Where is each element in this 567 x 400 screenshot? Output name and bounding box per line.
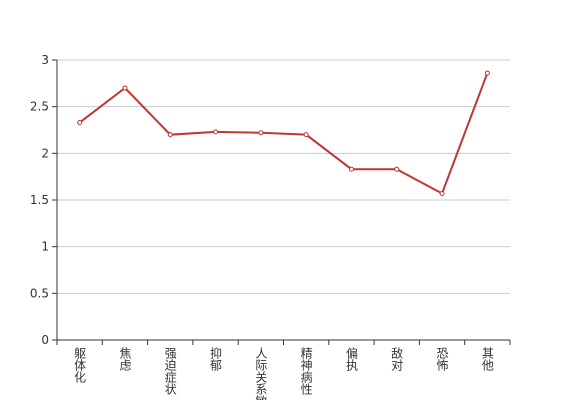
x-tick-label: 敌对	[390, 346, 404, 371]
x-tick-label: 抑郁	[209, 346, 223, 372]
point	[439, 190, 445, 196]
point	[303, 132, 309, 138]
point	[258, 130, 264, 136]
point	[122, 85, 128, 91]
point	[394, 166, 400, 172]
point	[213, 129, 219, 135]
x-tick-label: 其他	[480, 347, 494, 371]
y-tick-label: 3	[41, 53, 49, 67]
y-tick-label: 2.5	[30, 100, 49, 114]
y-tick-label: 2	[41, 146, 49, 160]
y-tick-label: 0.5	[30, 286, 49, 300]
point	[348, 166, 354, 172]
x-tick-label: 焦虑	[118, 347, 132, 371]
x-tick-label: 偏执	[344, 346, 358, 372]
x-tick-label: 躯体化	[73, 346, 87, 384]
x-tick-label: 恐怖	[435, 347, 449, 371]
point	[167, 132, 173, 138]
y-tick-label: 0	[41, 333, 49, 347]
y-tick-label: 1.5	[30, 193, 49, 207]
point	[484, 70, 490, 76]
x-tick-label: 强迫症状	[163, 347, 177, 395]
x-tick-label: 人际关系敏感	[254, 347, 268, 400]
point	[77, 120, 83, 126]
y-tick-label: 1	[41, 240, 49, 254]
line	[79, 72, 489, 195]
x-tick-label: 精神病性	[299, 347, 313, 396]
